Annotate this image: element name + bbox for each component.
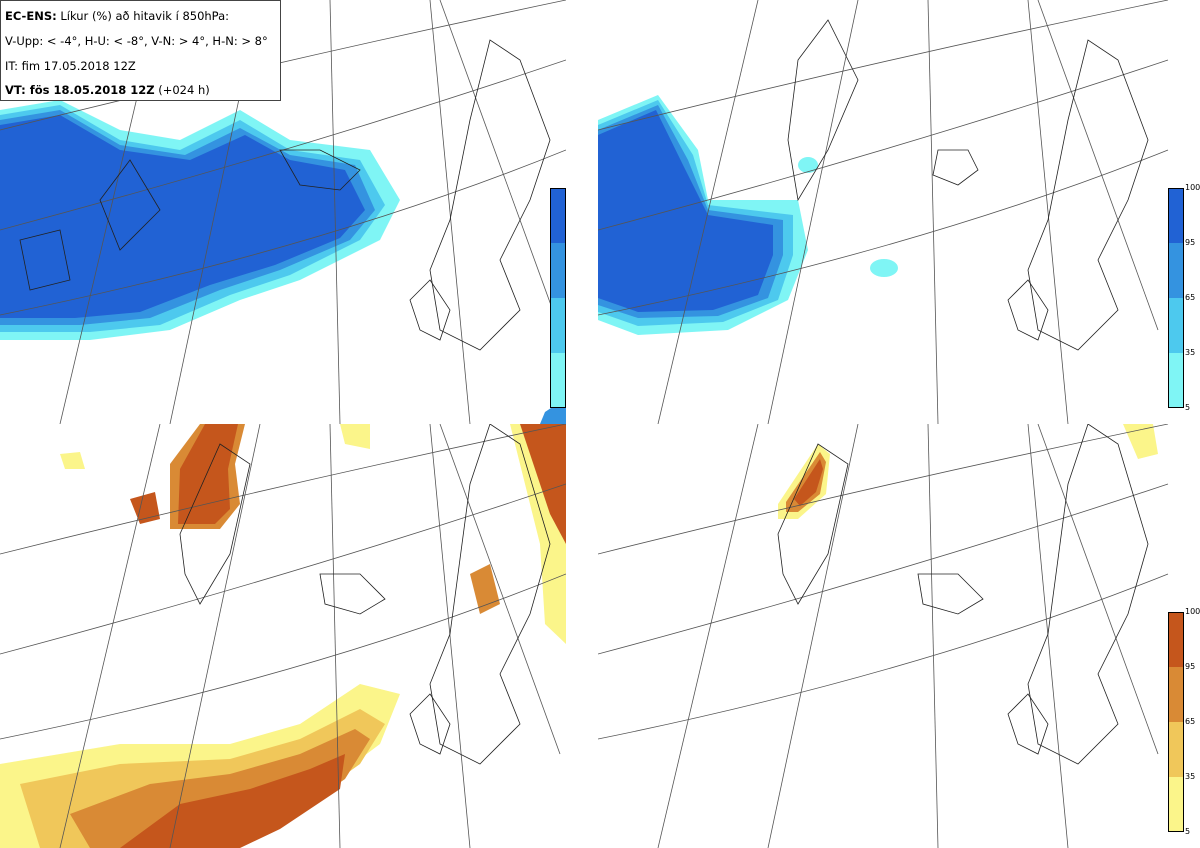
colorbar-segment xyxy=(550,188,566,243)
panel-top-right: 100 95 65 35 5 xyxy=(598,0,1200,424)
map-top-left xyxy=(0,0,566,424)
probability-field xyxy=(0,424,566,848)
valid-time-text: VT: fös 18.05.2018 12Z xyxy=(5,83,155,97)
probability-field xyxy=(598,95,898,335)
colorbar-frame xyxy=(550,188,566,408)
lead-time-text: (+024 h) xyxy=(154,83,210,97)
model-label: EC-ENS: xyxy=(5,9,57,23)
probability-field xyxy=(0,100,566,424)
colorbar-segment xyxy=(1168,188,1184,243)
colorbar-tick-label: 65 xyxy=(1185,717,1196,726)
colorbar-tick-label: 35 xyxy=(1185,772,1196,781)
colorbar-bottom-right: 100 95 65 35 5 xyxy=(1168,608,1200,836)
colorbar-frame xyxy=(1168,612,1184,832)
colorbar-frame xyxy=(1168,188,1184,408)
colorbar-tick-label: 65 xyxy=(1185,293,1196,302)
map-bottom-left xyxy=(0,424,566,848)
probability-field xyxy=(778,424,1158,519)
colorbar-segment xyxy=(1168,612,1184,667)
colorbar-segment xyxy=(1168,667,1184,722)
coastlines xyxy=(19,39,551,351)
colorbar-segment xyxy=(1168,777,1184,832)
coastlines xyxy=(179,424,551,765)
graticule xyxy=(0,424,566,848)
coastlines xyxy=(787,19,1149,351)
colorbar-tick-label: 5 xyxy=(1185,827,1191,836)
colorbar-tick-label: 100 xyxy=(1185,183,1200,192)
colorbar-segment xyxy=(550,243,566,298)
colorbar-segment xyxy=(550,353,566,408)
colorbar-segment xyxy=(1168,298,1184,353)
graticule xyxy=(598,0,1169,424)
graticule xyxy=(598,424,1169,848)
colorbar-tick-label: 100 xyxy=(1185,607,1200,616)
thresholds-text: V-Upp: < -4°, H-U: < -8°, V-N: > 4°, H-N… xyxy=(5,34,268,48)
coastlines xyxy=(777,424,1149,765)
colorbar-tick-label: 95 xyxy=(1185,662,1196,671)
colorbar-segment xyxy=(1168,722,1184,777)
colorbar-segment xyxy=(550,298,566,353)
title-text: Líkur (%) að hitavik í 850hPa: xyxy=(56,9,230,23)
panel-bottom-right: 100 95 65 35 5 xyxy=(598,424,1200,848)
info-box: EC-ENS: Líkur (%) að hitavik í 850hPa: V… xyxy=(0,0,281,101)
init-time-text: IT: fim 17.05.2018 12Z xyxy=(5,59,136,73)
colorbar-tick-label: 95 xyxy=(1185,238,1196,247)
colorbar-top-right: 100 95 65 35 5 xyxy=(1168,184,1200,412)
colorbar-segment xyxy=(1168,243,1184,298)
colorbar-tick-label: 35 xyxy=(1185,348,1196,357)
colorbar-tick-label: 5 xyxy=(1185,403,1191,412)
map-top-right xyxy=(598,0,1169,424)
colorbar-segment xyxy=(1168,353,1184,408)
map-bottom-right xyxy=(598,424,1169,848)
